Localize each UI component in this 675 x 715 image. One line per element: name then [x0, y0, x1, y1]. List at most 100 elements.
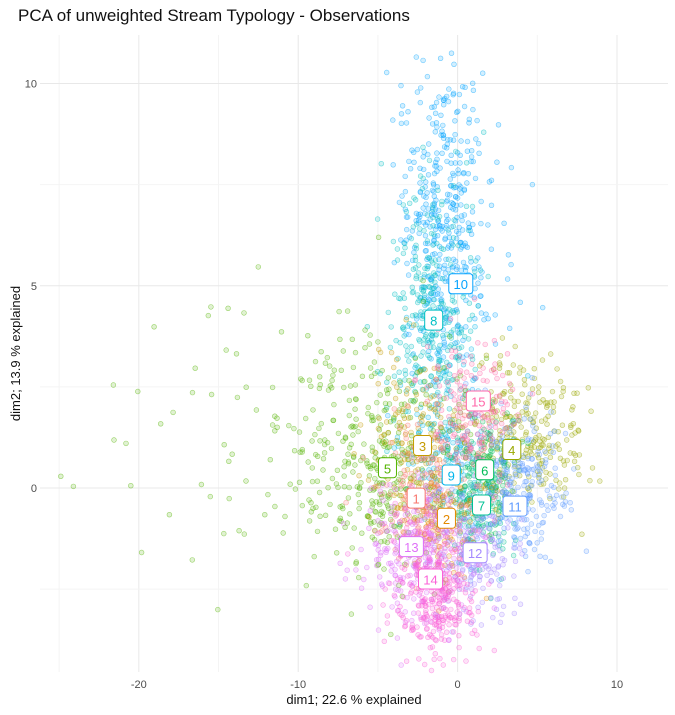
data-point [337, 560, 343, 566]
data-point [483, 595, 490, 602]
data-point [430, 223, 436, 229]
data-point [490, 614, 496, 621]
data-point [463, 324, 469, 330]
data-point [428, 667, 435, 674]
data-point [366, 341, 373, 347]
data-point [403, 209, 410, 215]
data-point [398, 120, 405, 127]
data-point [533, 513, 540, 520]
data-point [420, 277, 426, 284]
data-point [392, 450, 399, 456]
data-point [135, 388, 141, 395]
data-point [383, 528, 389, 535]
data-point [386, 386, 392, 392]
data-point [502, 389, 508, 395]
data-point [489, 513, 495, 519]
data-point [527, 494, 533, 500]
data-point [367, 365, 374, 371]
data-point [549, 388, 556, 395]
data-point [398, 111, 405, 117]
data-point [267, 457, 273, 463]
data-point [530, 423, 536, 429]
data-point [443, 218, 450, 224]
data-point [378, 508, 385, 515]
data-point [353, 567, 359, 573]
data-point [316, 385, 323, 392]
data-point [442, 235, 448, 241]
data-point [472, 366, 478, 373]
data-point [508, 261, 514, 268]
cluster-label-2: 2 [436, 507, 456, 529]
data-point [452, 621, 458, 628]
data-point [438, 605, 445, 612]
data-point [306, 518, 313, 524]
data-point [381, 407, 387, 414]
data-point [528, 416, 534, 422]
data-point [404, 525, 410, 531]
chart-title: PCA of unweighted Stream Typology - Obse… [18, 6, 410, 25]
data-point [368, 520, 374, 527]
data-point [477, 370, 483, 376]
data-point [445, 589, 451, 595]
data-point [386, 401, 393, 407]
data-point [495, 564, 501, 570]
data-point [434, 496, 440, 502]
data-point [478, 275, 484, 281]
data-point [570, 404, 576, 410]
data-point [391, 538, 397, 544]
data-point [460, 566, 466, 573]
data-point [461, 604, 468, 611]
data-point [458, 190, 464, 196]
data-point [418, 480, 424, 486]
data-point [449, 308, 456, 314]
data-point [497, 459, 503, 465]
data-point [445, 379, 451, 385]
data-point [441, 342, 448, 348]
data-point [409, 483, 415, 489]
data-point [369, 417, 375, 424]
data-point [486, 581, 492, 587]
data-point [513, 473, 520, 479]
data-point [436, 393, 442, 400]
data-point [340, 348, 346, 354]
data-point [330, 372, 336, 379]
data-point [567, 500, 573, 506]
data-point [398, 82, 404, 89]
data-point [438, 132, 444, 138]
data-point [464, 369, 470, 375]
data-point [420, 175, 426, 182]
data-point [431, 297, 437, 303]
data-point [500, 406, 507, 412]
data-point [253, 407, 260, 413]
data-point [532, 528, 538, 535]
data-point [422, 248, 429, 254]
data-point [450, 223, 456, 230]
data-point [560, 388, 566, 395]
data-point [392, 395, 399, 402]
data-point [501, 464, 508, 470]
data-point [422, 661, 428, 668]
data-point [413, 391, 420, 398]
data-point [492, 544, 498, 550]
data-point [409, 257, 416, 264]
data-point [394, 543, 400, 549]
data-point [416, 517, 422, 523]
data-point [570, 421, 576, 427]
data-point [557, 455, 564, 461]
data-point [440, 620, 446, 626]
data-point [468, 353, 474, 360]
data-point [468, 598, 475, 605]
data-point [504, 276, 511, 282]
data-point [426, 555, 433, 561]
data-point [269, 384, 276, 391]
data-point [489, 536, 496, 543]
data-point [376, 346, 382, 353]
data-point [349, 545, 355, 551]
data-point [198, 481, 205, 488]
x-tick-label: -10 [290, 679, 306, 691]
cluster-label-1: 1 [406, 487, 426, 509]
data-point [496, 519, 502, 525]
data-point [449, 492, 455, 498]
data-point [310, 407, 316, 413]
data-point [475, 340, 481, 346]
